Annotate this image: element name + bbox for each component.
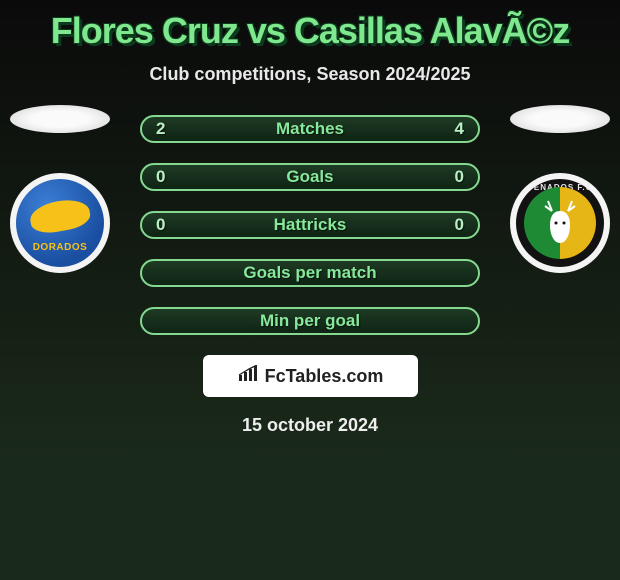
stat-row-goals: 0 Goals 0 [140,163,480,191]
stat-label: Min per goal [260,311,360,331]
stat-right-value: 4 [455,119,464,139]
stat-label: Goals per match [243,263,376,283]
bar-chart-icon [237,365,261,388]
stat-label: Goals [286,167,333,187]
page-title: Flores Cruz vs Casillas AlavÃ©z [0,0,620,52]
stat-left-value: 0 [156,215,165,235]
stat-right-value: 0 [455,215,464,235]
subtitle: Club competitions, Season 2024/2025 [0,64,620,85]
player-left-disc [10,105,110,133]
stat-row-min-per-goal: Min per goal [140,307,480,335]
stat-right-value: 0 [455,167,464,187]
team-badge-left [10,173,110,273]
stat-row-goals-per-match: Goals per match [140,259,480,287]
comparison-content: VENADOS F.C 2 Matches 4 0 Goals 0 [0,115,620,436]
stats-list: 2 Matches 4 0 Goals 0 0 Hattricks 0 Goal… [140,115,480,335]
stat-left-value: 0 [156,167,165,187]
stat-label: Hattricks [274,215,347,235]
date-text: 15 october 2024 [0,415,620,436]
stat-left-value: 2 [156,119,165,139]
stat-row-hattricks: 0 Hattricks 0 [140,211,480,239]
stat-label: Matches [276,119,344,139]
player-right-disc [510,105,610,133]
team-badge-right: VENADOS F.C [510,173,610,273]
stat-row-matches: 2 Matches 4 [140,115,480,143]
player-right-column: VENADOS F.C [500,105,620,273]
deer-icon [538,197,582,249]
player-left-column [0,105,120,273]
brand-name: FcTables.com [265,366,384,387]
brand-box[interactable]: FcTables.com [203,355,418,397]
